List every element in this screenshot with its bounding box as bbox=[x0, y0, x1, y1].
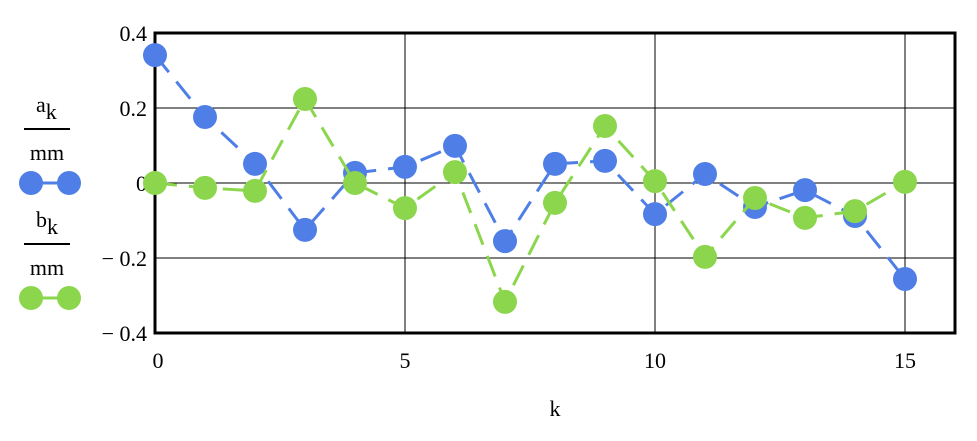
data-point bbox=[493, 289, 517, 314]
data-point bbox=[193, 105, 217, 129]
legend-unit: mm bbox=[30, 140, 64, 165]
data-point bbox=[143, 43, 167, 68]
data-point bbox=[493, 229, 517, 254]
x-tick-label: 0 bbox=[153, 348, 164, 373]
data-point bbox=[843, 199, 867, 224]
x-axis-label: k bbox=[550, 396, 561, 421]
data-point bbox=[543, 151, 567, 176]
series-line bbox=[154, 95, 906, 306]
legend-unit: mm bbox=[30, 255, 64, 280]
data-point bbox=[693, 244, 717, 269]
y-tick-label: − 0.4 bbox=[102, 321, 147, 346]
data-point bbox=[393, 196, 417, 221]
legend-entry: ak mm bbox=[19, 92, 81, 195]
data-point bbox=[793, 205, 817, 230]
legend-swatch-marker bbox=[19, 171, 43, 195]
data-point bbox=[743, 186, 767, 210]
data-point bbox=[643, 202, 667, 227]
data-point bbox=[243, 178, 267, 203]
data-point bbox=[143, 171, 167, 195]
x-tick-label: 15 bbox=[894, 348, 916, 373]
series bbox=[143, 87, 917, 314]
y-tick-label: − 0.2 bbox=[102, 246, 147, 271]
y-tick-label: 0.2 bbox=[120, 96, 148, 121]
legend-entry: bk mm bbox=[19, 207, 81, 310]
legend-name: ak bbox=[36, 92, 57, 124]
data-point bbox=[893, 169, 917, 194]
data-point bbox=[893, 267, 917, 291]
data-point bbox=[593, 148, 617, 173]
legend-name: bk bbox=[36, 207, 58, 239]
data-point bbox=[243, 151, 267, 176]
data-point bbox=[343, 171, 367, 195]
data-point bbox=[793, 178, 817, 203]
data-point bbox=[593, 114, 617, 138]
x-tick-label: 10 bbox=[644, 348, 666, 373]
data-point bbox=[293, 217, 317, 242]
y-tick-label: 0 bbox=[136, 171, 147, 196]
legend-swatch-marker bbox=[57, 171, 81, 195]
data-point bbox=[693, 162, 717, 186]
data-point bbox=[443, 133, 467, 158]
y-tick-label: 0.4 bbox=[120, 21, 148, 46]
legend-name-main: a bbox=[36, 92, 46, 117]
x-tick-label: 5 bbox=[400, 348, 411, 373]
series bbox=[143, 43, 917, 291]
legend-swatch-marker bbox=[57, 286, 81, 310]
data-point bbox=[443, 160, 467, 185]
data-point bbox=[543, 190, 567, 215]
data-point bbox=[643, 169, 667, 194]
legend-name-main: b bbox=[36, 207, 47, 232]
data-point bbox=[293, 87, 317, 111]
legend-name-subscript: k bbox=[47, 214, 58, 239]
legend-swatch-marker bbox=[19, 286, 43, 310]
data-point bbox=[193, 175, 217, 200]
series-line bbox=[153, 54, 907, 280]
legend-name-subscript: k bbox=[46, 99, 57, 124]
data-point bbox=[393, 154, 417, 179]
